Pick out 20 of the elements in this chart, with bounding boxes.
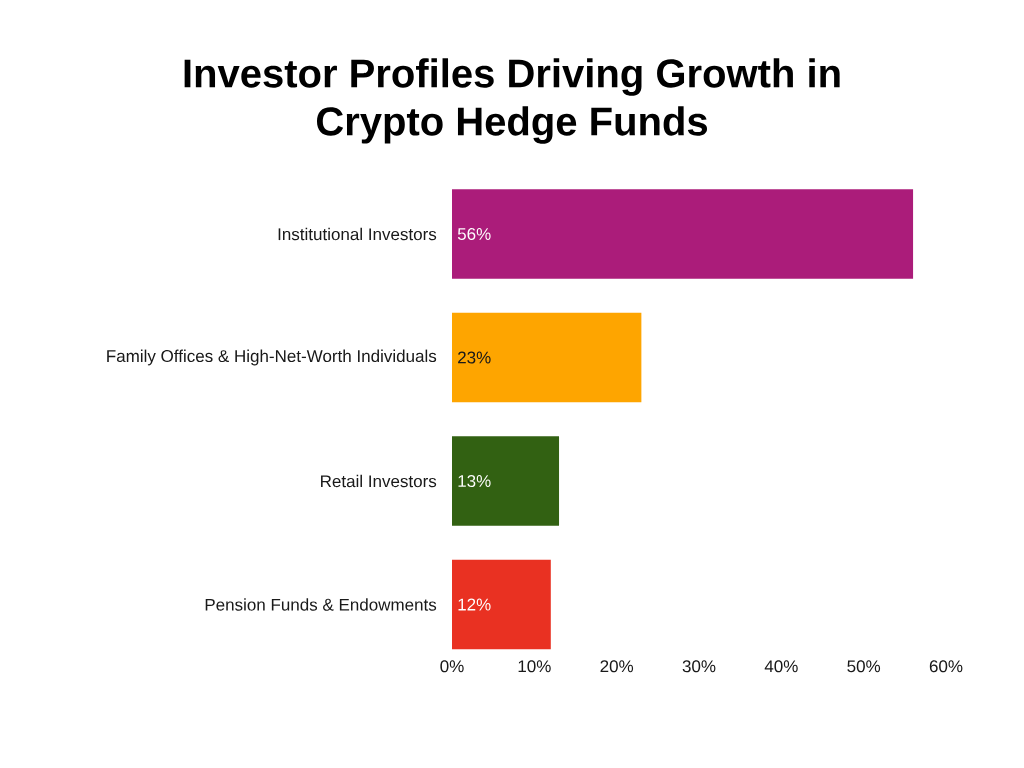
x-tick-label: 40%: [764, 660, 798, 673]
data-label: 13%: [458, 474, 491, 488]
bar: [452, 436, 560, 526]
x-tick-label: 0%: [440, 660, 464, 673]
y-tick-label: Family Offices & High-Net-Worth Individuals: [107, 349, 437, 366]
data-label: 56%: [457, 227, 491, 241]
bar: [452, 189, 914, 279]
chart-title: Investor Profiles Driving Growth in Crypto Hedge Funds: [184, 58, 840, 144]
data-label: 23%: [458, 351, 491, 364]
y-tick-label: Retail Investors: [321, 474, 437, 488]
x-tick-label: 50%: [847, 660, 881, 673]
x-tick-label: 30%: [682, 660, 716, 673]
data-label: 12%: [458, 598, 491, 611]
x-tick-label: 60%: [929, 660, 963, 673]
x-tick-label: 20%: [600, 660, 634, 673]
x-tick-label: 10%: [518, 660, 551, 673]
y-tick-label: Institutional Investors: [278, 227, 437, 241]
y-tick-label: Pension Funds & Endowments: [205, 598, 437, 611]
bar: [452, 312, 642, 403]
bar: [452, 559, 551, 650]
